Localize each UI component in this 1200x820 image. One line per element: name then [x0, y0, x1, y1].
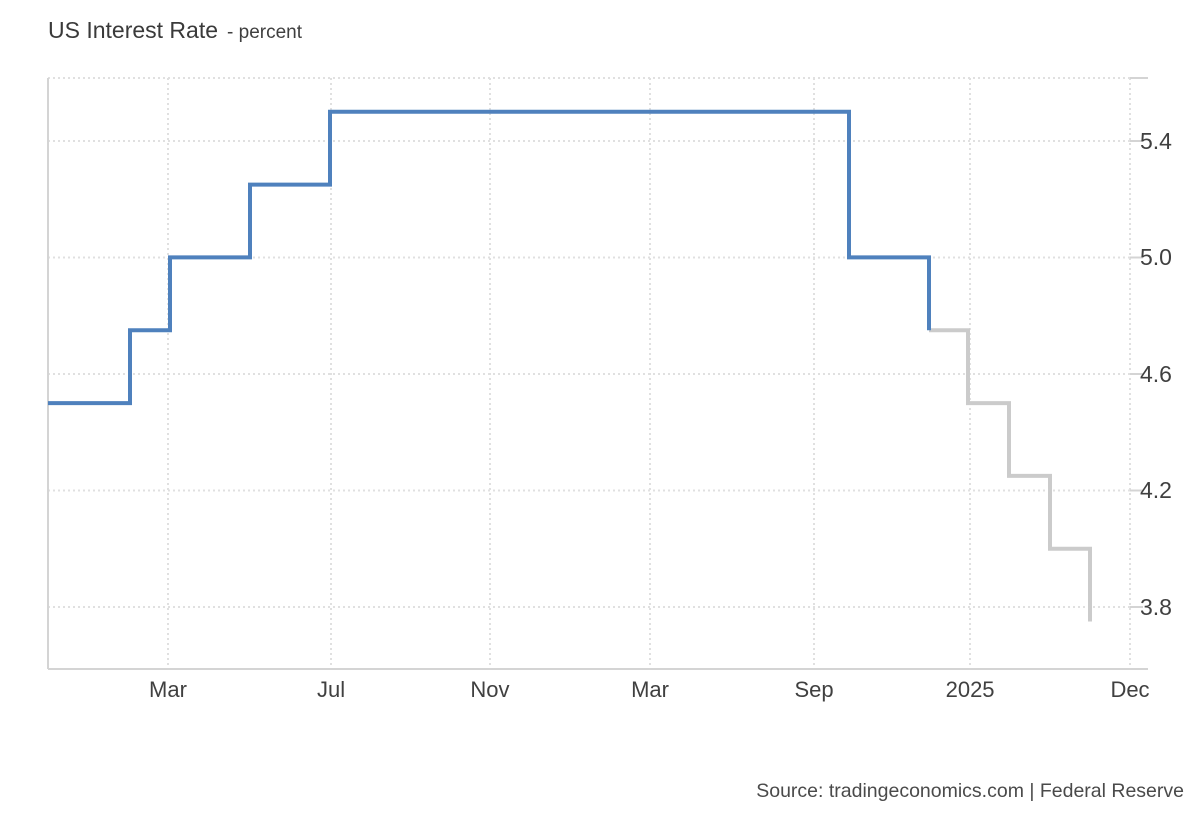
- chart-canvas[interactable]: [0, 0, 1200, 760]
- chart-header: US Interest Rate - percent: [48, 17, 302, 44]
- y-axis-label: 5.4: [1140, 127, 1172, 154]
- source-attribution: Source: tradingeconomics.com | Federal R…: [756, 780, 1184, 802]
- x-axis-label: Mar: [149, 677, 187, 702]
- actual-rate-line[interactable]: [48, 109, 931, 406]
- gridlines: [48, 77, 1131, 673]
- forecast-rate-line[interactable]: [929, 328, 1092, 622]
- y-axis-label: 4.2: [1140, 477, 1172, 504]
- axis-borders: [47, 77, 1148, 670]
- chart-subtitle: - percent: [227, 22, 303, 43]
- x-axis-label: Jul: [316, 677, 346, 702]
- y-axis-label: 5.0: [1140, 244, 1172, 271]
- chart-title: US Interest Rate: [48, 17, 219, 43]
- x-axis-label: Mar: [631, 677, 669, 702]
- x-axis-label: Sep: [794, 677, 834, 702]
- x-axis-label: 2025: [945, 677, 995, 702]
- x-axis-label: Nov: [470, 677, 510, 702]
- y-axis-label: 3.8: [1140, 593, 1172, 620]
- x-axis-label: Dec: [1110, 677, 1150, 702]
- y-axis-label: 4.6: [1140, 360, 1172, 387]
